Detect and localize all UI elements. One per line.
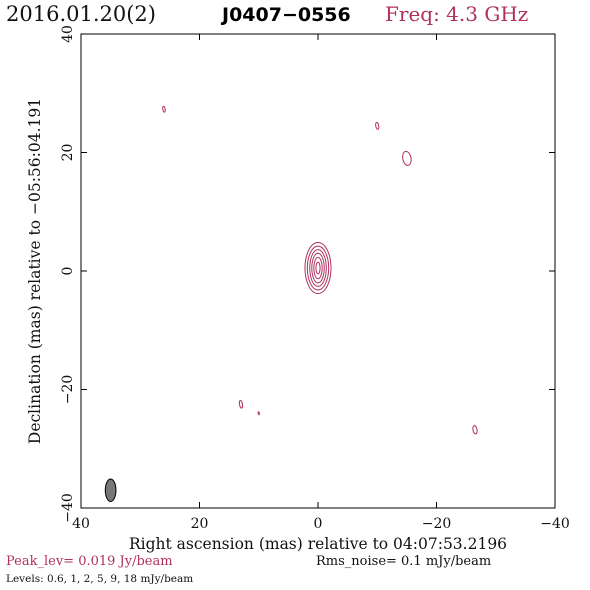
peak-level: Peak_lev= 0.019 Jy/beam [6,554,173,569]
axis-ticks [80,33,556,509]
y-tick-label: 20 [60,144,76,162]
x-axis-label: Right ascension (mas) relative to 04:07:… [129,535,507,553]
x-tick-label: 40 [72,516,90,532]
core-contour [304,242,332,295]
contour-blob [162,105,166,113]
x-tick-label: −20 [422,516,452,532]
y-tick-label: 40 [60,25,76,43]
contour-blob [375,121,380,130]
y-axis-label: Declination (mas) relative to −05:56:04.… [26,98,44,444]
core-contour [315,261,321,275]
x-tick-label: −40 [540,516,570,532]
x-tick-label: 0 [314,516,323,532]
contour-blob [402,150,412,166]
y-tick-label: −40 [60,493,76,523]
plot-frame [80,33,556,509]
contour-blob [238,400,244,409]
y-tick-label: −20 [60,375,76,405]
core-contour [306,245,330,291]
y-tick-label: 0 [60,267,76,276]
observation-date: 2016.01.20(2) [6,2,156,26]
contour-blob [472,425,478,435]
contour-blob [257,411,260,416]
contour-layer [104,105,478,502]
frequency-label: Freq: 4.3 GHz [385,2,529,26]
core-contour [309,249,327,287]
contour-levels: Levels: 0.6, 1, 2, 5, 9, 18 mJy/beam [6,573,194,585]
source-name: J0407−0556 [222,4,351,26]
core-contour [311,252,325,284]
core-contour [313,256,323,280]
x-tick-label: 20 [191,516,209,532]
beam-ellipse [104,478,117,502]
rms-noise: Rms_noise= 0.1 mJy/beam [316,554,492,569]
